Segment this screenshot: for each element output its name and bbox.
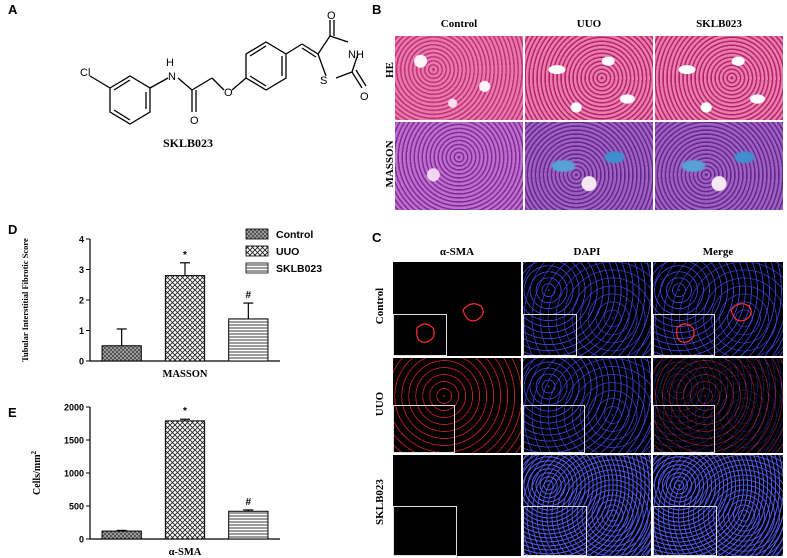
bar-sklb023 xyxy=(228,318,269,362)
immuno-sklb023-asma xyxy=(393,455,521,556)
immuno-sklb023-dapi xyxy=(523,455,651,556)
immuno-control-merge xyxy=(653,262,783,356)
atom-o-top: O xyxy=(327,10,336,22)
legend-swatch-sklb023 xyxy=(245,262,269,274)
y-tick-label: 4 xyxy=(79,235,84,245)
legend-label-sklb023: SKLB023 xyxy=(276,263,322,275)
histology-col-uuo: UUO xyxy=(576,18,602,30)
panel-label-c: C xyxy=(372,230,382,245)
masson-control-image xyxy=(395,122,523,210)
atom-nh: NH xyxy=(348,49,364,61)
y-tick-label: 2 xyxy=(79,296,84,306)
y-tick-label: 3 xyxy=(79,265,84,275)
y-tick-label: 1 xyxy=(79,326,84,336)
masson-uuo-image xyxy=(525,122,653,210)
he-uuo-image xyxy=(525,36,653,120)
immuno-control-asma xyxy=(393,262,521,356)
immuno-col-asma: α-SMA xyxy=(439,246,475,258)
immuno-col-dapi: DAPI xyxy=(573,246,601,258)
compound-name: SKLB023 xyxy=(163,136,214,150)
chart-e-asma-cells: 0 500 1000 1500 2000 * # α-SMA Cells/mm2 xyxy=(30,403,280,555)
atom-h: H xyxy=(166,57,174,69)
bar-control xyxy=(101,345,142,362)
y-tick-label: 2000 xyxy=(64,403,84,413)
chart-d-fibrotic-score: 0 1 2 3 4 * # MASSON Tubular Interstitial Fibrot… xyxy=(20,228,322,380)
bar-uuo xyxy=(164,275,206,362)
atom-o-ether: O xyxy=(224,87,233,99)
legend-label-control: Control xyxy=(276,229,313,241)
panel-label-e: E xyxy=(8,405,17,420)
immuno-row-uuo: UUO xyxy=(374,391,386,417)
significance-mark: # xyxy=(246,290,252,301)
histology-col-control: Control xyxy=(440,18,478,30)
bar-sklb023 xyxy=(228,510,269,540)
legend-label-uuo: UUO xyxy=(276,246,299,258)
sklb023-structure: Cl H N O O O NH S O xyxy=(80,10,369,127)
masson-sklb023-image xyxy=(655,122,783,210)
y-axis-label: Cells/mm2 xyxy=(30,450,43,495)
he-control-image xyxy=(395,36,523,120)
immuno-sklb023-merge xyxy=(653,455,783,556)
histology-col-sklb023: SKLB023 xyxy=(696,18,742,30)
x-axis-label: α-SMA xyxy=(169,547,202,555)
atom-s: S xyxy=(320,75,327,87)
immuno-control-dapi xyxy=(523,262,651,356)
immuno-row-control: Control xyxy=(374,287,386,325)
panel-label-d: D xyxy=(8,222,18,237)
y-tick-label: 1000 xyxy=(64,469,84,479)
atom-n: N xyxy=(168,71,176,83)
atom-cl: Cl xyxy=(80,67,90,79)
atom-o-carbonyl: O xyxy=(190,115,199,127)
legend-swatch-control xyxy=(245,228,269,240)
bar-control xyxy=(101,530,142,540)
significance-mark: # xyxy=(246,497,252,508)
immuno-row-sklb023: SKLB023 xyxy=(374,479,386,525)
y-tick-label: 0 xyxy=(79,357,84,367)
y-tick-label: 0 xyxy=(79,535,84,545)
bar-uuo xyxy=(164,420,206,540)
significance-mark: * xyxy=(183,250,187,261)
y-axis-label: Tubular Interstitial Fibrotic Score xyxy=(20,238,30,362)
immuno-uuo-merge xyxy=(653,358,783,453)
atom-o-bottom: O xyxy=(360,91,369,103)
he-sklb023-image xyxy=(655,36,783,120)
panel-label-a: A xyxy=(8,2,18,17)
x-axis-label: MASSON xyxy=(163,369,208,380)
immuno-uuo-dapi xyxy=(523,358,651,453)
y-tick-label: 1500 xyxy=(64,436,84,446)
significance-mark: * xyxy=(183,406,187,417)
immuno-uuo-asma xyxy=(393,358,521,453)
legend-swatch-uuo xyxy=(245,245,269,257)
y-tick-label: 500 xyxy=(69,502,84,512)
immuno-col-merge: Merge xyxy=(702,246,734,258)
panel-label-b: B xyxy=(372,2,382,17)
